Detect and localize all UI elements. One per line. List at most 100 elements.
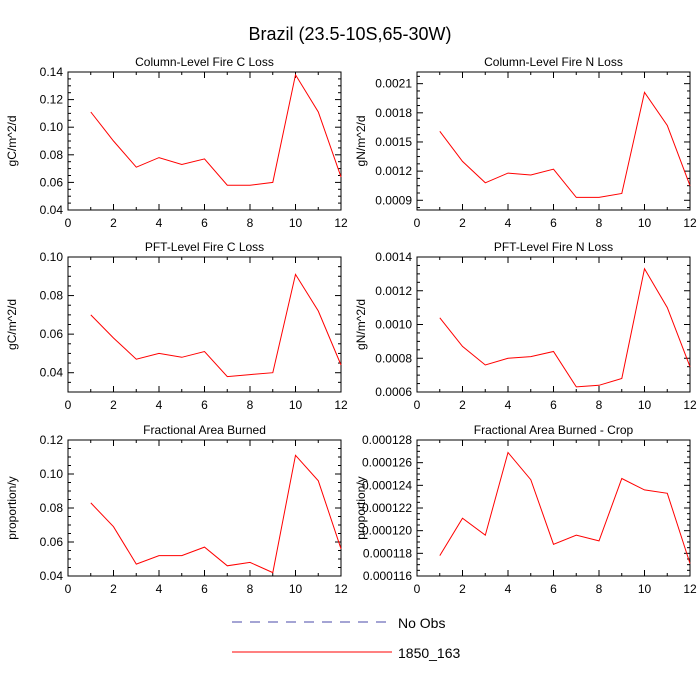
y-tick-label: 0.12: [40, 433, 64, 447]
y-tick-label: 0.10: [40, 467, 64, 481]
series-line: [90, 73, 342, 186]
y-tick-label: 0.14: [40, 65, 64, 79]
chart-title: Column-Level Fire C Loss: [135, 55, 274, 69]
x-tick-label: 10: [289, 216, 303, 230]
y-tick-label: 0.000116: [363, 569, 412, 583]
chart-panels: Column-Level Fire C Loss gC/m^2/d 0 2 4 6 8 10 1…: [5, 55, 697, 596]
x-tick-label: 4: [505, 398, 512, 412]
y-axis-label: proportion/y: [354, 476, 368, 539]
y-tick-label: 0.000124: [362, 478, 412, 492]
x-tick-label: 12: [334, 216, 348, 230]
y-tick-label: 0.0006: [375, 385, 412, 399]
chart-panel: Fractional Area Burned proportion/y 0 2 4 6 8 1…: [5, 423, 348, 596]
y-tick-label: 0.000118: [363, 546, 412, 560]
x-tick-label: 10: [289, 398, 303, 412]
x-tick-label: 2: [459, 398, 466, 412]
x-tick-label: 4: [156, 216, 163, 230]
x-tick-label: 12: [334, 398, 348, 412]
y-tick-label: 0.0018: [375, 106, 412, 120]
y-tick-label: 0.0012: [375, 284, 412, 298]
series-line: [439, 267, 691, 388]
series-line: [439, 451, 691, 564]
x-tick-label: 4: [156, 398, 163, 412]
series-line: [90, 273, 342, 378]
x-tick-label: 4: [505, 582, 512, 596]
chart-panel: Fractional Area Burned - Crop proportion/…: [354, 423, 697, 596]
x-tick-label: 2: [110, 398, 117, 412]
x-tick-label: 8: [247, 582, 254, 596]
x-tick-label: 2: [110, 216, 117, 230]
y-tick-label: 0.12: [40, 93, 64, 107]
x-tick-label: 4: [505, 216, 512, 230]
y-tick-label: 0.04: [40, 569, 64, 583]
x-tick-label: 8: [247, 398, 254, 412]
x-tick-label: 0: [414, 398, 421, 412]
x-tick-label: 2: [110, 582, 117, 596]
x-tick-label: 6: [201, 216, 208, 230]
y-tick-label: 0.0012: [375, 164, 412, 178]
y-tick-label: 0.04: [40, 366, 64, 380]
x-tick-label: 12: [683, 582, 697, 596]
y-axis-label: gC/m^2/d: [5, 116, 19, 167]
y-tick-label: 0.000122: [362, 501, 412, 515]
y-tick-label: 0.0010: [375, 318, 412, 332]
x-tick-label: 6: [550, 216, 557, 230]
x-tick-label: 10: [638, 216, 652, 230]
x-tick-label: 0: [414, 582, 421, 596]
chart-panel: Column-Level Fire C Loss gC/m^2/d 0 2 4 6 8 10 1…: [5, 55, 348, 230]
plot-frame: [67, 256, 342, 393]
x-tick-label: 8: [596, 216, 603, 230]
y-tick-label: 0.0009: [375, 193, 412, 207]
plot-frame: [67, 71, 342, 211]
y-axis-label: gC/m^2/d: [5, 299, 19, 350]
y-tick-label: 0.06: [40, 535, 64, 549]
y-tick-label: 0.10: [40, 120, 64, 134]
y-axis-label: gN/m^2/d: [354, 116, 368, 167]
y-tick-label: 0.08: [40, 501, 64, 515]
x-tick-label: 2: [459, 582, 466, 596]
x-tick-label: 0: [65, 582, 72, 596]
y-tick-label: 0.000126: [362, 456, 412, 470]
x-tick-label: 0: [65, 398, 72, 412]
x-tick-label: 10: [638, 398, 652, 412]
y-tick-label: 0.000120: [362, 524, 412, 538]
x-tick-label: 10: [638, 582, 652, 596]
x-tick-label: 6: [550, 398, 557, 412]
chart-title: PFT-Level Fire C Loss: [145, 240, 264, 254]
x-tick-label: 8: [247, 216, 254, 230]
x-tick-label: 0: [65, 216, 72, 230]
x-tick-label: 0: [414, 216, 421, 230]
y-tick-label: 0.06: [40, 175, 64, 189]
y-tick-label: 0.000128: [362, 433, 412, 447]
x-tick-label: 12: [683, 216, 697, 230]
y-axis-label: proportion/y: [5, 476, 19, 539]
x-tick-label: 2: [459, 216, 466, 230]
y-tick-label: 0.0014: [375, 250, 412, 264]
plot-frame: [416, 71, 691, 211]
y-axis-label: gN/m^2/d: [354, 299, 368, 350]
legend: No Obs 1850_163: [232, 615, 461, 661]
y-tick-label: 0.0015: [375, 135, 412, 149]
x-tick-label: 10: [289, 582, 303, 596]
plot-frame: [416, 439, 691, 577]
series-line: [90, 454, 342, 574]
legend-label: No Obs: [398, 615, 445, 631]
x-tick-label: 6: [201, 398, 208, 412]
x-tick-label: 6: [550, 582, 557, 596]
y-tick-label: 0.08: [40, 289, 64, 303]
chart-title: Fractional Area Burned: [143, 423, 266, 437]
y-tick-label: 0.04: [40, 203, 64, 217]
chart-panel: Column-Level Fire N Loss gN/m^2/d 0 2 4 6 8 10 1…: [354, 55, 697, 230]
x-tick-label: 8: [596, 582, 603, 596]
x-tick-label: 12: [683, 398, 697, 412]
x-tick-label: 12: [334, 582, 348, 596]
chart-panel: PFT-Level Fire N Loss gN/m^2/d 0 2 4 6 8 10 12 0.…: [354, 240, 697, 412]
y-tick-label: 0.0021: [375, 77, 412, 91]
y-tick-label: 0.10: [40, 250, 64, 264]
chart-title: Fractional Area Burned - Crop: [474, 423, 634, 437]
figure-title: Brazil (23.5-10S,65-30W): [248, 24, 451, 44]
x-tick-label: 6: [201, 582, 208, 596]
y-tick-label: 0.0008: [375, 351, 412, 365]
x-tick-label: 4: [156, 582, 163, 596]
